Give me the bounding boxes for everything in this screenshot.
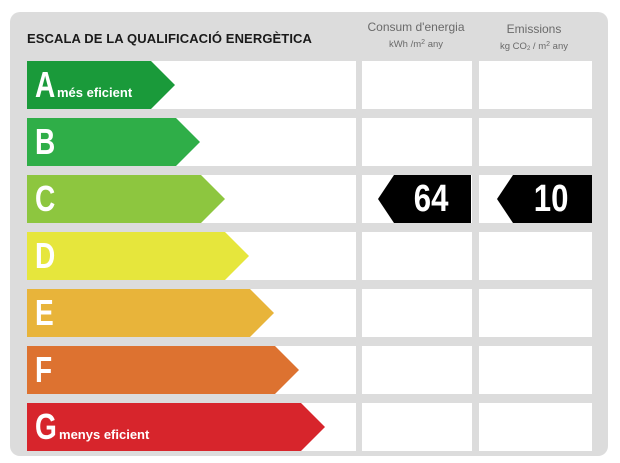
class-g-description: menys eficient — [59, 426, 150, 442]
class-a-letter: A — [35, 64, 56, 105]
class-b-arrow: B — [27, 118, 200, 166]
row-g-emissions-cell — [479, 403, 592, 451]
row-a-consum-cell — [362, 61, 472, 109]
row-d-emissions-cell — [479, 232, 592, 280]
class-e-arrow: E — [27, 289, 274, 337]
consum-indicator: 64 — [378, 175, 471, 223]
class-a-description: més eficient — [57, 84, 133, 100]
column-header-emissions-unit: kg CO2 / m2 any — [500, 41, 568, 52]
class-c-arrow: C — [27, 175, 225, 223]
class-c-letter: C — [35, 178, 56, 219]
row-g-consum-cell — [362, 403, 472, 451]
row-d-consum-cell — [362, 232, 472, 280]
emissions-value: 10 — [534, 178, 569, 220]
page-title: ESCALA DE LA QUALIFICACIÓ ENERGÈTICA — [27, 31, 313, 46]
class-f-letter: F — [35, 349, 53, 390]
class-b-letter: B — [35, 121, 56, 162]
row-f-emissions-cell — [479, 346, 592, 394]
class-d-letter: D — [35, 235, 56, 276]
row-e-emissions-cell — [479, 289, 592, 337]
class-e-letter: E — [35, 292, 54, 333]
column-header-consum-unit: kWh /m2 any — [388, 39, 444, 50]
row-e-consum-cell — [362, 289, 472, 337]
class-g-letter: G — [35, 406, 57, 447]
column-header-consum-label: Consum d'energia — [367, 20, 465, 34]
class-f-arrow: F — [27, 346, 299, 394]
emissions-indicator: 10 — [497, 175, 592, 223]
column-header-emissions: Emissions kg CO2 / m2 any — [478, 22, 590, 55]
row-b-emissions-cell — [479, 118, 592, 166]
row-f-consum-cell — [362, 346, 472, 394]
consum-value: 64 — [414, 178, 449, 220]
row-a-emissions-cell — [479, 61, 592, 109]
column-header-consum: Consum d'energia kWh /m2 any — [360, 20, 472, 51]
row-b-consum-cell — [362, 118, 472, 166]
column-header-emissions-label: Emissions — [506, 22, 562, 36]
class-d-arrow: D — [27, 232, 249, 280]
